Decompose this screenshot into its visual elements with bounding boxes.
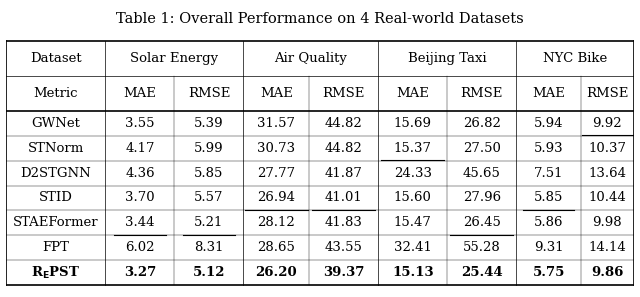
Text: 5.39: 5.39 bbox=[194, 117, 224, 129]
Text: D2STGNN: D2STGNN bbox=[20, 167, 92, 179]
Text: NYC Bike: NYC Bike bbox=[543, 52, 607, 65]
Text: 15.37: 15.37 bbox=[394, 142, 432, 154]
Text: Table 1: Overall Performance on 4 Real-world Datasets: Table 1: Overall Performance on 4 Real-w… bbox=[116, 12, 524, 26]
Text: 9.92: 9.92 bbox=[593, 117, 622, 129]
Text: STAEFormer: STAEFormer bbox=[13, 217, 99, 229]
Text: RMSE: RMSE bbox=[188, 87, 230, 100]
Text: 5.86: 5.86 bbox=[534, 217, 563, 229]
Text: R$_{\mathbf{E}}$PST: R$_{\mathbf{E}}$PST bbox=[31, 265, 81, 281]
Text: 10.37: 10.37 bbox=[588, 142, 627, 154]
Text: RMSE: RMSE bbox=[461, 87, 503, 100]
Text: 9.31: 9.31 bbox=[534, 241, 563, 254]
Text: 26.45: 26.45 bbox=[463, 217, 500, 229]
Text: 5.93: 5.93 bbox=[534, 142, 563, 154]
Text: MAE: MAE bbox=[260, 87, 293, 100]
Text: 44.82: 44.82 bbox=[325, 117, 363, 129]
Text: 5.21: 5.21 bbox=[195, 217, 223, 229]
Text: 6.02: 6.02 bbox=[125, 241, 155, 254]
Text: 5.85: 5.85 bbox=[195, 167, 223, 179]
Text: 41.83: 41.83 bbox=[325, 217, 363, 229]
Text: 9.98: 9.98 bbox=[593, 217, 622, 229]
Text: Dataset: Dataset bbox=[30, 52, 82, 65]
Text: 26.82: 26.82 bbox=[463, 117, 500, 129]
Text: 26.20: 26.20 bbox=[255, 266, 297, 279]
Text: 41.01: 41.01 bbox=[325, 192, 363, 204]
Text: 10.44: 10.44 bbox=[588, 192, 626, 204]
Text: 31.57: 31.57 bbox=[257, 117, 296, 129]
Text: Metric: Metric bbox=[34, 87, 78, 100]
Text: 15.69: 15.69 bbox=[394, 117, 432, 129]
Text: 15.13: 15.13 bbox=[392, 266, 434, 279]
Text: 5.85: 5.85 bbox=[534, 192, 563, 204]
Text: FPT: FPT bbox=[42, 241, 69, 254]
Text: GWNet: GWNet bbox=[31, 117, 81, 129]
Text: 43.55: 43.55 bbox=[325, 241, 363, 254]
Text: 13.64: 13.64 bbox=[588, 167, 627, 179]
Text: 15.47: 15.47 bbox=[394, 217, 432, 229]
Text: Solar Energy: Solar Energy bbox=[131, 52, 218, 65]
Text: 5.75: 5.75 bbox=[532, 266, 565, 279]
Text: 45.65: 45.65 bbox=[463, 167, 500, 179]
Text: 5.94: 5.94 bbox=[534, 117, 563, 129]
Text: RMSE: RMSE bbox=[586, 87, 628, 100]
Text: 5.57: 5.57 bbox=[194, 192, 224, 204]
Text: 7.51: 7.51 bbox=[534, 167, 563, 179]
Text: 3.27: 3.27 bbox=[124, 266, 156, 279]
Text: 3.44: 3.44 bbox=[125, 217, 155, 229]
Text: 3.70: 3.70 bbox=[125, 192, 155, 204]
Text: 3.55: 3.55 bbox=[125, 117, 155, 129]
Text: 28.12: 28.12 bbox=[257, 217, 295, 229]
Text: 4.17: 4.17 bbox=[125, 142, 155, 154]
Text: Beijing Taxi: Beijing Taxi bbox=[408, 52, 486, 65]
Text: STNorm: STNorm bbox=[28, 142, 84, 154]
Text: MAE: MAE bbox=[396, 87, 429, 100]
Text: 27.50: 27.50 bbox=[463, 142, 500, 154]
Text: Air Quality: Air Quality bbox=[275, 52, 348, 65]
Text: 28.65: 28.65 bbox=[257, 241, 295, 254]
Text: 25.44: 25.44 bbox=[461, 266, 502, 279]
Text: 27.77: 27.77 bbox=[257, 167, 296, 179]
Text: STID: STID bbox=[39, 192, 73, 204]
Text: 41.87: 41.87 bbox=[325, 167, 363, 179]
Text: 32.41: 32.41 bbox=[394, 241, 432, 254]
Text: 5.99: 5.99 bbox=[194, 142, 224, 154]
Text: 4.36: 4.36 bbox=[125, 167, 155, 179]
Text: 9.86: 9.86 bbox=[591, 266, 623, 279]
Text: 27.96: 27.96 bbox=[463, 192, 501, 204]
Text: MAE: MAE bbox=[532, 87, 565, 100]
Text: 39.37: 39.37 bbox=[323, 266, 365, 279]
Text: 24.33: 24.33 bbox=[394, 167, 432, 179]
Text: 44.82: 44.82 bbox=[325, 142, 363, 154]
Text: 15.60: 15.60 bbox=[394, 192, 432, 204]
Text: MAE: MAE bbox=[124, 87, 156, 100]
Text: RMSE: RMSE bbox=[323, 87, 365, 100]
Text: 30.73: 30.73 bbox=[257, 142, 296, 154]
Text: 5.12: 5.12 bbox=[193, 266, 225, 279]
Text: 55.28: 55.28 bbox=[463, 241, 500, 254]
Text: 8.31: 8.31 bbox=[194, 241, 224, 254]
Text: 26.94: 26.94 bbox=[257, 192, 296, 204]
Text: 14.14: 14.14 bbox=[588, 241, 626, 254]
